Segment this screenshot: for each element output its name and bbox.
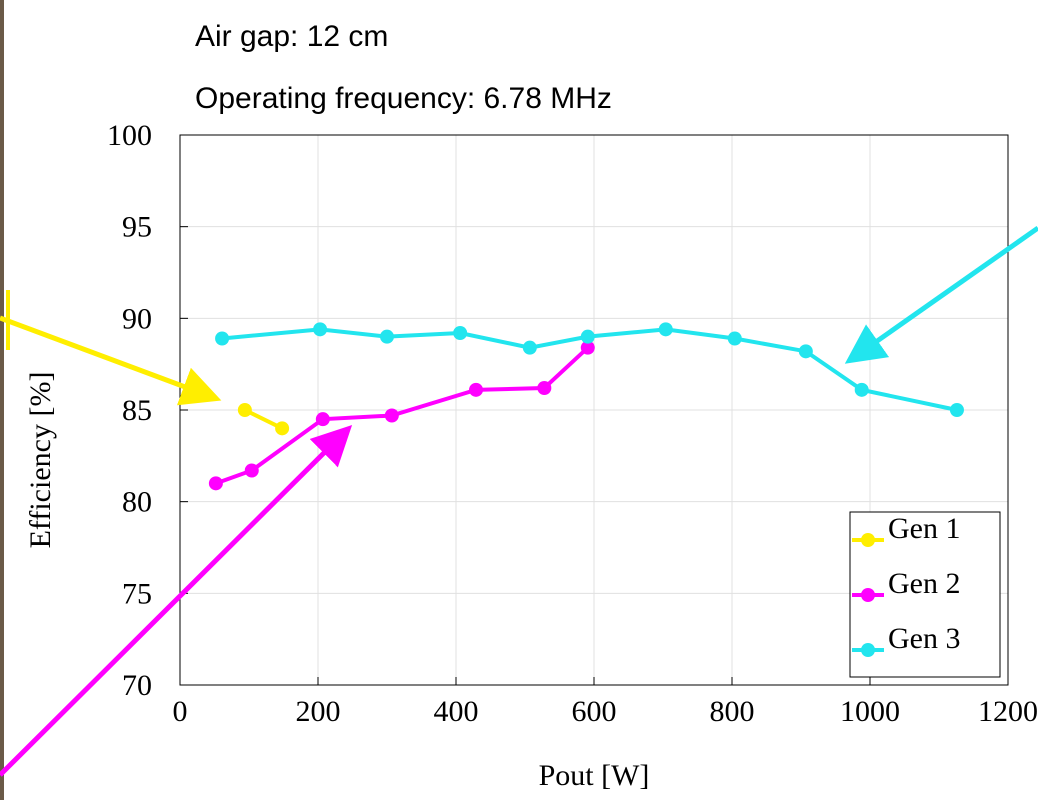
x-tick-label: 1200 <box>978 695 1038 728</box>
plot-frame <box>179 134 1009 686</box>
data-point <box>313 322 328 337</box>
data-point <box>537 381 552 395</box>
x-tick-label: 200 <box>296 695 341 728</box>
x-tick-label: 1000 <box>840 695 900 728</box>
x-tick-label: 600 <box>572 695 617 728</box>
x-axis-label: Pout [W] <box>539 759 650 792</box>
data-point <box>215 331 230 346</box>
data-point <box>453 326 468 340</box>
legend-marker <box>861 588 875 602</box>
data-point <box>798 344 813 359</box>
legend-marker <box>861 533 875 547</box>
data-point <box>244 463 259 478</box>
arrow <box>0 424 353 777</box>
annotation: Operating frequency: 6.78 MHz <box>195 82 612 115</box>
data-point <box>658 322 673 337</box>
arrow <box>0 315 222 406</box>
y-axis-label: Efficiency [%] <box>24 372 57 549</box>
legend-label: Gen 3 <box>888 622 960 655</box>
data-point <box>854 382 869 397</box>
y-tick-label: 90 <box>122 302 152 335</box>
arrow <box>844 225 1038 364</box>
annotation: Air gap: 12 cm <box>195 20 388 53</box>
legend-label: Gen 1 <box>888 512 960 545</box>
data-point <box>580 329 595 344</box>
y-tick-label: 80 <box>122 486 152 519</box>
x-tick-label: 0 <box>173 695 188 728</box>
y-tick-label: 100 <box>107 119 152 152</box>
data-point <box>522 340 537 355</box>
data-point <box>208 476 223 491</box>
legend-label: Gen 2 <box>888 567 960 600</box>
y-tick-label: 75 <box>122 577 152 610</box>
y-tick-label: 95 <box>122 211 152 244</box>
data-point <box>237 403 252 417</box>
data-point <box>384 408 399 423</box>
legend-marker <box>861 643 875 657</box>
data-point <box>580 340 595 355</box>
data-point <box>275 421 290 436</box>
x-tick-label: 400 <box>434 695 479 728</box>
data-point <box>727 331 742 346</box>
y-tick-label: 85 <box>122 394 152 427</box>
x-tick-label: 800 <box>710 695 755 728</box>
photo-edge <box>0 0 4 800</box>
data-point <box>949 403 964 417</box>
data-point <box>380 329 394 344</box>
y-tick-label: 70 <box>122 669 152 702</box>
data-point <box>315 412 330 427</box>
data-point <box>469 382 484 397</box>
